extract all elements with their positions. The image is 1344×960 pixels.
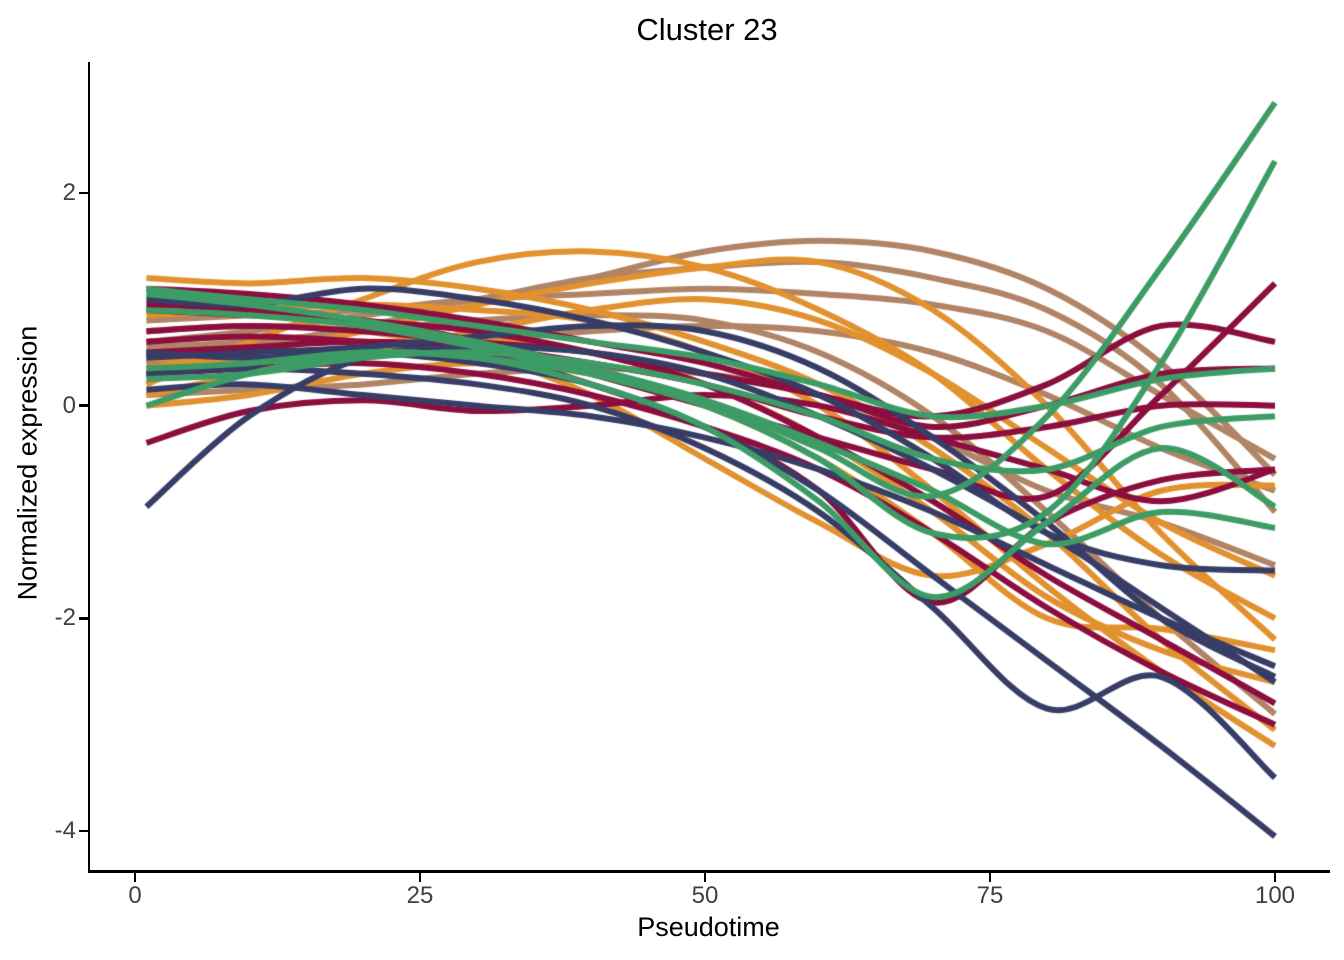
y-tick-label: -4 [54, 817, 76, 844]
y-tick-mark [79, 191, 88, 195]
y-tick-label: 0 [62, 391, 76, 419]
y-tick-label: 2 [62, 179, 76, 206]
y-tick-label: -2 [54, 604, 76, 632]
y-tick-mark [79, 829, 88, 833]
x-axis-title: Pseudotime [637, 912, 780, 942]
x-tick-label: 75 [976, 882, 1004, 909]
x-tick-mark [703, 873, 707, 882]
x-tick-label: 25 [406, 882, 434, 909]
plot-title: Cluster 23 [636, 12, 778, 47]
x-axis-line [87, 870, 1330, 873]
y-axis-line [87, 62, 91, 873]
x-tick-label: 50 [691, 882, 719, 909]
x-tick-label: 100 [1254, 882, 1296, 909]
y-tick-mark [79, 404, 88, 407]
x-tick-mark [133, 873, 137, 882]
x-tick-mark [988, 873, 992, 882]
x-tick-mark [418, 873, 422, 882]
y-tick-mark [79, 617, 88, 620]
x-tick-mark [1273, 873, 1277, 882]
x-tick-label: 0 [128, 882, 142, 909]
y-axis-title: Normalized expression [12, 325, 43, 601]
